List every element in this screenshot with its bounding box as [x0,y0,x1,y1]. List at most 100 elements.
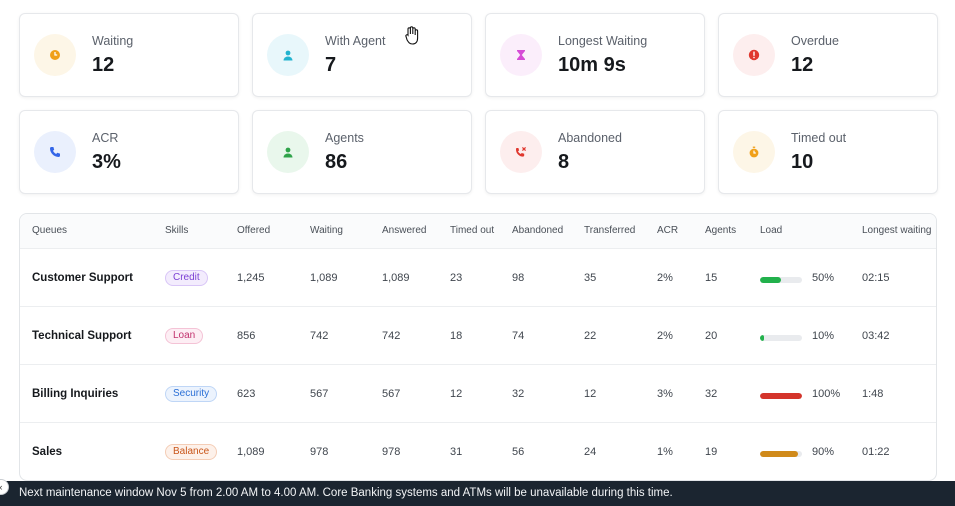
stat-card-timed-out[interactable]: Timed out 10 [718,110,938,194]
stat-label: Waiting [92,34,134,48]
waiting-cell: 742 [310,330,329,342]
stat-label: Abandoned [558,131,622,145]
stat-label: Agents [325,131,364,145]
hand-cursor-icon [404,26,420,51]
transferred-cell: 12 [584,388,597,400]
agents-cell: 19 [705,446,718,458]
timed-out-cell: 12 [450,388,463,400]
column-header-acr[interactable]: ACR [657,225,679,236]
queue-cell: Billing Inquiries [32,388,119,400]
phone-missed-icon [510,141,532,163]
column-header-timed-out[interactable]: Timed out [450,225,495,236]
table-row[interactable]: Sales 1,089 978 978 31 56 24 1% 19 01:22 Balance 90… [20,423,936,480]
stat-value: 12 [92,54,115,76]
column-header-queues[interactable]: Queues [32,225,68,236]
load-percent: 10% [812,330,835,342]
longest-cell: 01:22 [862,446,890,458]
column-header-skills[interactable]: Skills [165,225,189,236]
stat-value: 10m 9s [558,54,626,76]
skill-badge: Security [165,386,218,402]
waiting-cell: 1,089 [310,272,338,284]
queue-cell: Customer Support [32,272,133,284]
stat-card-with-agent[interactable]: With Agent 7 [252,13,472,97]
abandoned-cell: 98 [512,272,525,284]
offered-cell: 1,245 [237,272,265,284]
skill-badge: Loan [165,328,204,344]
phone-missed-icon-wrap [500,131,542,173]
timed-out-cell: 18 [450,330,463,342]
answered-cell: 978 [382,446,401,458]
abandoned-cell: 74 [512,330,525,342]
hourglass-icon [510,44,532,66]
stat-value: 3% [92,151,121,173]
timed-out-cell: 31 [450,446,463,458]
offered-cell: 623 [237,388,256,400]
agent-icon-wrap [267,131,309,173]
longest-cell: 1:48 [862,388,884,400]
column-header-load[interactable]: Load [760,225,783,236]
waiting-cell: 567 [310,388,329,400]
agents-cell: 20 [705,330,718,342]
maintenance-banner: Next maintenance window Nov 5 from 2.00 … [0,481,955,506]
user-icon [277,44,299,66]
skill-badge: Credit [165,270,208,286]
longest-cell: 03:42 [862,330,890,342]
column-header-agents[interactable]: Agents [705,225,737,236]
acr-cell: 1% [657,446,673,458]
clock-icon [44,44,66,66]
table-row[interactable]: Billing Inquiries 623 567 567 12 32 12 3% 32 1:48… [20,365,936,423]
longest-cell: 02:15 [862,272,890,284]
stat-value: 12 [791,54,814,76]
load-bar-fill [760,451,798,457]
abandoned-cell: 56 [512,446,525,458]
stat-card-overdue[interactable]: Overdue 12 [718,13,938,97]
stat-label: With Agent [325,34,386,48]
transferred-cell: 22 [584,330,597,342]
column-header-waiting[interactable]: Waiting [310,225,343,236]
table-row[interactable]: Technical Support 856 742 742 18 74 22 2% 20 03:4… [20,307,936,365]
acr-cell: 2% [657,272,673,284]
load-bar-fill [760,277,781,283]
load-bar [760,335,802,341]
stat-card-acr[interactable]: ACR 3% [19,110,239,194]
table-row[interactable]: Customer Support 1,245 1,089 1,089 23 98 35 2% 1… [20,249,936,307]
queue-cell: Sales [32,446,63,458]
stat-card-waiting[interactable]: Waiting 12 [19,13,239,97]
table-header: Queues Skills Offered Waiting Answered Timed … [20,214,936,249]
user-icon-wrap [267,34,309,76]
stat-value: 10 [791,151,814,173]
load-percent: 90% [812,446,835,458]
stat-card-longest-waiting[interactable]: Longest Waiting 10m 9s [485,13,705,97]
waiting-cell: 978 [310,446,329,458]
abandoned-cell: 32 [512,388,525,400]
column-header-longest-waiting[interactable]: Longest waiting [862,225,932,236]
load-percent: 50% [812,272,835,284]
alert-icon [743,44,765,66]
offered-cell: 856 [237,330,256,342]
acr-cell: 2% [657,330,673,342]
stat-label: ACR [92,131,119,145]
column-header-abandoned[interactable]: Abandoned [512,225,564,236]
transferred-cell: 24 [584,446,597,458]
load-bar [760,393,802,399]
skill-badge: Balance [165,444,218,460]
alert-icon-wrap [733,34,775,76]
acr-cell: 3% [657,388,673,400]
stat-card-abandoned[interactable]: Abandoned 8 [485,110,705,194]
answered-cell: 742 [382,330,401,342]
load-bar [760,451,802,457]
stat-card-agents[interactable]: Agents 86 [252,110,472,194]
transferred-cell: 35 [584,272,597,284]
clock-icon-wrap [34,34,76,76]
stat-value: 7 [325,54,337,76]
offered-cell: 1,089 [237,446,265,458]
hourglass-icon-wrap [500,34,542,76]
timed-out-cell: 23 [450,272,463,284]
agents-cell: 32 [705,388,718,400]
stat-value: 8 [558,151,570,173]
column-header-answered[interactable]: Answered [382,225,427,236]
stat-value: 86 [325,151,348,173]
agents-cell: 15 [705,272,718,284]
column-header-transferred[interactable]: Transferred [584,225,636,236]
column-header-offered[interactable]: Offered [237,225,271,236]
